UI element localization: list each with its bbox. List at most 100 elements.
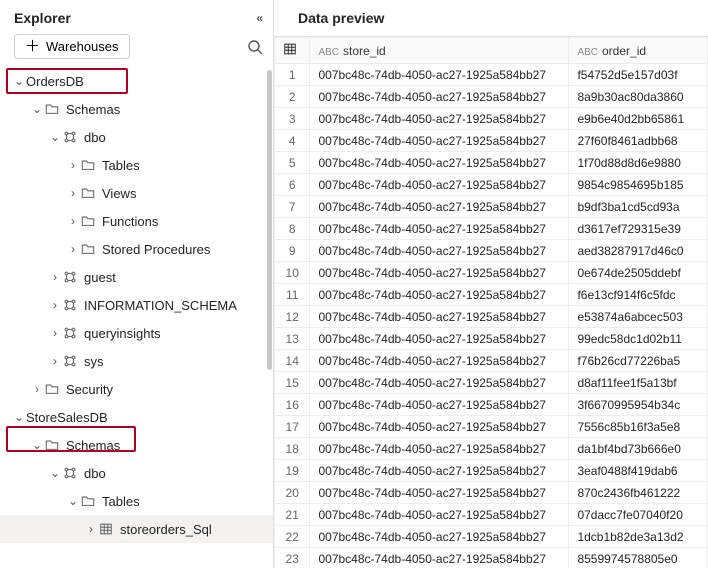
tree-item-label: Functions	[102, 214, 158, 229]
explorer-toolbar: ＋ Warehouses	[0, 34, 273, 67]
table-row[interactable]: 21007bc48c-74db-4050-ac27-1925a584bb2707…	[275, 504, 708, 526]
cell-order-id: 0e674de2505ddebf	[569, 262, 708, 284]
warehouses-button-label: Warehouses	[46, 39, 119, 54]
table-row[interactable]: 8007bc48c-74db-4050-ac27-1925a584bb27d36…	[275, 218, 708, 240]
table-row[interactable]: 7007bc48c-74db-4050-ac27-1925a584bb27b9d…	[275, 196, 708, 218]
table-row[interactable]: 23007bc48c-74db-4050-ac27-1925a584bb2785…	[275, 548, 708, 568]
folder-icon	[44, 101, 60, 117]
table-row[interactable]: 20007bc48c-74db-4050-ac27-1925a584bb2787…	[275, 482, 708, 504]
tree-item[interactable]: ›Security	[0, 375, 273, 403]
tree-item-label: Stored Procedures	[102, 242, 210, 257]
tree-item[interactable]: › Views	[0, 179, 273, 207]
table-row[interactable]: 22007bc48c-74db-4050-ac27-1925a584bb271d…	[275, 526, 708, 548]
table-row[interactable]: 5007bc48c-74db-4050-ac27-1925a584bb271f7…	[275, 152, 708, 174]
tree-item[interactable]: ⌄ dbo	[0, 123, 273, 151]
tree-item-label: Views	[102, 186, 136, 201]
cell-store-id: 007bc48c-74db-4050-ac27-1925a584bb27	[310, 262, 569, 284]
tree-item-label: Tables	[102, 494, 140, 509]
chevron-down-icon[interactable]: ⌄	[12, 410, 26, 424]
table-row[interactable]: 19007bc48c-74db-4050-ac27-1925a584bb273e…	[275, 460, 708, 482]
table-row[interactable]: 18007bc48c-74db-4050-ac27-1925a584bb27da…	[275, 438, 708, 460]
table-row[interactable]: 15007bc48c-74db-4050-ac27-1925a584bb27d8…	[275, 372, 708, 394]
table-row[interactable]: 14007bc48c-74db-4050-ac27-1925a584bb27f7…	[275, 350, 708, 372]
chevron-right-icon[interactable]: ›	[66, 214, 80, 228]
table-row[interactable]: 10007bc48c-74db-4050-ac27-1925a584bb270e…	[275, 262, 708, 284]
row-number: 23	[275, 548, 310, 568]
chevron-down-icon[interactable]: ⌄	[12, 74, 26, 88]
cell-store-id: 007bc48c-74db-4050-ac27-1925a584bb27	[310, 416, 569, 438]
tree-item[interactable]: ⌄OrdersDB	[0, 67, 273, 95]
chevron-right-icon[interactable]: ›	[84, 522, 98, 536]
row-number: 2	[275, 86, 310, 108]
table-row[interactable]: 6007bc48c-74db-4050-ac27-1925a584bb27985…	[275, 174, 708, 196]
tree-item-label: StoreSalesDB	[26, 410, 108, 425]
cell-order-id: aed38287917d46c0	[569, 240, 708, 262]
row-number: 8	[275, 218, 310, 240]
tree-item[interactable]: › Tables	[0, 151, 273, 179]
rownum-header	[275, 38, 310, 64]
tree-item-label: sys	[84, 354, 104, 369]
tree-item[interactable]: › INFORMATION_SCHEMA	[0, 291, 273, 319]
table-row[interactable]: 9007bc48c-74db-4050-ac27-1925a584bb27aed…	[275, 240, 708, 262]
chevron-down-icon[interactable]: ⌄	[66, 494, 80, 508]
cell-order-id: 870c2436fb461222	[569, 482, 708, 504]
add-warehouses-button[interactable]: ＋ Warehouses	[14, 34, 130, 59]
table-row[interactable]: 17007bc48c-74db-4050-ac27-1925a584bb2775…	[275, 416, 708, 438]
table-row[interactable]: 4007bc48c-74db-4050-ac27-1925a584bb2727f…	[275, 130, 708, 152]
chevron-down-icon[interactable]: ⌄	[30, 438, 44, 452]
cell-order-id: da1bf4bd73b666e0	[569, 438, 708, 460]
tree-item[interactable]: › Functions	[0, 207, 273, 235]
tree-item-label: INFORMATION_SCHEMA	[84, 298, 237, 313]
column-header[interactable]: ABCorder_id	[569, 38, 708, 64]
table-row[interactable]: 13007bc48c-74db-4050-ac27-1925a584bb2799…	[275, 328, 708, 350]
tree-item[interactable]: ⌄ Tables	[0, 487, 273, 515]
tree-item[interactable]: ⌄Schemas	[0, 431, 273, 459]
chevron-right-icon[interactable]: ›	[66, 158, 80, 172]
tree-item[interactable]: ⌄dbo	[0, 459, 273, 487]
cell-order-id: 7556c85b16f3a5e8	[569, 416, 708, 438]
tree-item[interactable]: › Stored Procedures	[0, 235, 273, 263]
tree-item[interactable]: ⌄ Schemas	[0, 95, 273, 123]
chevron-right-icon[interactable]: ›	[48, 354, 62, 368]
tree-item-label: dbo	[84, 130, 106, 145]
chevron-right-icon[interactable]: ›	[66, 186, 80, 200]
row-number: 7	[275, 196, 310, 218]
cell-order-id: e53874a6abcec503	[569, 306, 708, 328]
chevron-right-icon[interactable]: ›	[48, 298, 62, 312]
table-row[interactable]: 1007bc48c-74db-4050-ac27-1925a584bb27f54…	[275, 64, 708, 86]
row-number: 1	[275, 64, 310, 86]
schema-icon	[62, 325, 78, 341]
cell-store-id: 007bc48c-74db-4050-ac27-1925a584bb27	[310, 548, 569, 568]
scrollbar-thumb[interactable]	[267, 70, 272, 370]
chevron-right-icon[interactable]: ›	[48, 270, 62, 284]
tree-item[interactable]: › storeorders_Sql	[0, 515, 273, 543]
cell-order-id: e9b6e40d2bb65861	[569, 108, 708, 130]
column-header[interactable]: ABCstore_id	[310, 38, 569, 64]
chevron-right-icon[interactable]: ›	[48, 326, 62, 340]
collapse-panel-icon[interactable]: «	[256, 11, 263, 25]
table-row[interactable]: 11007bc48c-74db-4050-ac27-1925a584bb27f6…	[275, 284, 708, 306]
chevron-down-icon[interactable]: ⌄	[30, 102, 44, 116]
search-icon[interactable]	[247, 39, 263, 55]
cell-order-id: 9854c9854695b185	[569, 174, 708, 196]
table-row[interactable]: 12007bc48c-74db-4050-ac27-1925a584bb27e5…	[275, 306, 708, 328]
tree-item[interactable]: ›guest	[0, 263, 273, 291]
chevron-down-icon[interactable]: ⌄	[48, 466, 62, 480]
tree-item[interactable]: ›queryinsights	[0, 319, 273, 347]
chevron-right-icon[interactable]: ›	[66, 242, 80, 256]
tree-item-label: Schemas	[66, 102, 120, 117]
data-preview-panel: Data preview ABCstore_idABCorder_id1007b…	[274, 0, 708, 568]
row-number: 13	[275, 328, 310, 350]
tree-item[interactable]: ⌄StoreSalesDB	[0, 403, 273, 431]
tree-item-label: storeorders_Sql	[120, 522, 212, 537]
cell-order-id: b9df3ba1cd5cd93a	[569, 196, 708, 218]
chevron-right-icon[interactable]: ›	[30, 382, 44, 396]
tree-item-label: Tables	[102, 158, 140, 173]
table-row[interactable]: 16007bc48c-74db-4050-ac27-1925a584bb273f…	[275, 394, 708, 416]
table-row[interactable]: 2007bc48c-74db-4050-ac27-1925a584bb278a9…	[275, 86, 708, 108]
tree-item[interactable]: › sys	[0, 347, 273, 375]
table-row[interactable]: 3007bc48c-74db-4050-ac27-1925a584bb27e9b…	[275, 108, 708, 130]
chevron-down-icon[interactable]: ⌄	[48, 130, 62, 144]
row-number: 5	[275, 152, 310, 174]
row-number: 17	[275, 416, 310, 438]
